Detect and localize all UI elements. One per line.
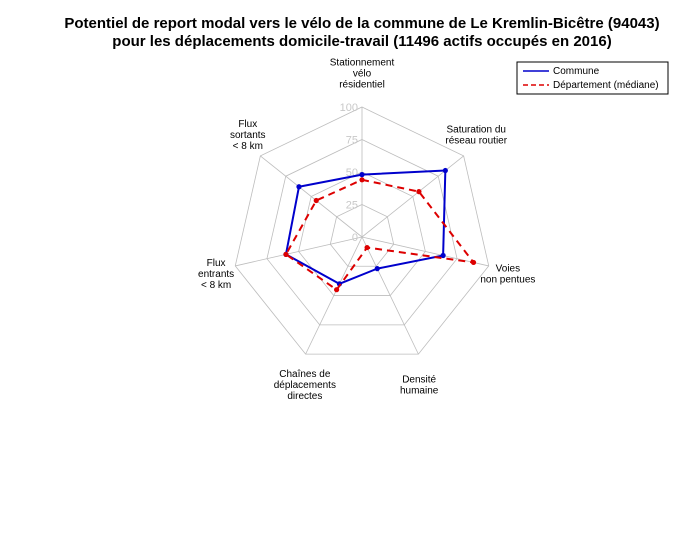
axis-label-line: réseau routier bbox=[445, 136, 507, 147]
grid-spoke bbox=[361, 236, 489, 267]
chart-title-line-1: Potentiel de report modal vers le vélo d… bbox=[64, 15, 659, 32]
grid-ring bbox=[329, 204, 395, 267]
series-point bbox=[416, 189, 422, 195]
axis-label-line: Flux bbox=[238, 119, 257, 130]
axis-label-line: directes bbox=[287, 391, 322, 402]
series-point bbox=[442, 167, 448, 174]
legend-label-departement: Département (médiane) bbox=[553, 80, 659, 91]
series-point bbox=[364, 244, 370, 251]
series-point bbox=[440, 252, 446, 259]
legend-box bbox=[516, 61, 669, 95]
tick-label: 75 bbox=[346, 135, 358, 147]
series-point bbox=[296, 184, 302, 190]
chart-title-line-2: pour les déplacements domicile-travail (… bbox=[112, 33, 611, 50]
axis-label-line: Stationnement bbox=[330, 57, 395, 68]
series-line bbox=[284, 169, 447, 285]
series-point bbox=[283, 251, 289, 257]
axis-label-line: entrants bbox=[198, 269, 234, 280]
axis-label-line: Saturation du bbox=[446, 125, 506, 136]
series-point bbox=[374, 266, 380, 272]
grid-spoke bbox=[305, 236, 363, 355]
series-point bbox=[470, 259, 477, 266]
grid-spoke bbox=[361, 155, 464, 238]
axis-label-line: Voies bbox=[496, 263, 520, 274]
tick-label: 25 bbox=[346, 200, 358, 212]
grid-ring bbox=[234, 106, 490, 355]
axis-label-line: non pentues bbox=[480, 274, 535, 285]
axis-label-line: Densité bbox=[402, 375, 436, 386]
axis-label-line: < 8 km bbox=[201, 280, 231, 291]
legend-label-commune: Commune bbox=[553, 66, 600, 77]
series-point bbox=[359, 177, 365, 183]
tick-label: 0 bbox=[352, 232, 358, 244]
axis-label-line: vélo bbox=[353, 68, 372, 79]
radar-grid bbox=[234, 106, 490, 355]
series-point bbox=[359, 172, 365, 178]
tick-label: 100 bbox=[340, 102, 358, 114]
axis-label-line: humaine bbox=[400, 386, 439, 397]
axis-label-line: déplacements bbox=[274, 380, 336, 391]
chart-legend: Commune Département (médiane) bbox=[516, 61, 669, 95]
axis-label-line: < 8 km bbox=[233, 141, 263, 152]
series-point bbox=[334, 287, 340, 293]
grid-spoke bbox=[260, 155, 363, 238]
grid-spoke bbox=[235, 236, 363, 267]
radar-series bbox=[283, 167, 477, 293]
axis-label-line: résidentiel bbox=[339, 79, 385, 90]
axis-label-line: Chaînes de bbox=[279, 369, 331, 380]
grid-spoke bbox=[361, 236, 419, 355]
series-point bbox=[313, 197, 319, 204]
grid-ring bbox=[266, 139, 458, 326]
grid-ring bbox=[298, 171, 426, 296]
axis-label-line: Flux bbox=[207, 258, 226, 269]
axis-label-line: sortants bbox=[230, 130, 266, 141]
series-line bbox=[284, 178, 475, 291]
